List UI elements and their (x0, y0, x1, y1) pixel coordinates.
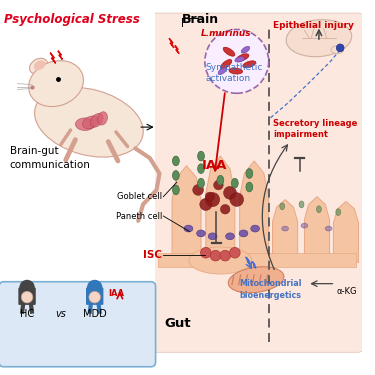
Ellipse shape (198, 164, 204, 174)
Text: Gut: Gut (164, 317, 191, 330)
Ellipse shape (198, 178, 204, 188)
Ellipse shape (280, 203, 285, 210)
FancyBboxPatch shape (0, 282, 156, 367)
Text: HC: HC (20, 309, 34, 320)
Circle shape (230, 248, 240, 258)
Circle shape (205, 192, 214, 201)
Ellipse shape (229, 68, 243, 74)
FancyBboxPatch shape (18, 288, 36, 305)
Ellipse shape (331, 46, 344, 54)
FancyBboxPatch shape (86, 288, 104, 305)
Circle shape (205, 30, 268, 93)
Polygon shape (246, 258, 250, 264)
Ellipse shape (34, 60, 45, 70)
Ellipse shape (336, 209, 340, 216)
Bar (158, 253, 356, 267)
Ellipse shape (196, 230, 206, 237)
Ellipse shape (325, 226, 332, 231)
Text: Brain: Brain (182, 13, 219, 26)
Ellipse shape (228, 267, 284, 293)
Ellipse shape (34, 87, 143, 157)
Text: Psychological Stress: Psychological Stress (4, 13, 140, 26)
Ellipse shape (243, 61, 256, 68)
Circle shape (89, 291, 101, 303)
Ellipse shape (218, 68, 226, 75)
Text: IAA: IAA (108, 289, 124, 298)
Ellipse shape (299, 201, 304, 208)
Ellipse shape (98, 112, 107, 125)
Ellipse shape (172, 156, 179, 166)
Polygon shape (273, 200, 298, 262)
Polygon shape (58, 51, 62, 60)
Ellipse shape (239, 230, 248, 237)
Polygon shape (206, 156, 235, 262)
Text: Paneth cell: Paneth cell (116, 211, 162, 220)
Ellipse shape (82, 116, 99, 129)
Text: Sympathetic
activation: Sympathetic activation (206, 63, 263, 83)
Ellipse shape (75, 118, 95, 130)
Polygon shape (50, 53, 55, 63)
Circle shape (201, 248, 211, 258)
Circle shape (220, 204, 230, 214)
Ellipse shape (28, 61, 84, 106)
Ellipse shape (172, 171, 179, 180)
Ellipse shape (301, 223, 308, 228)
Circle shape (224, 186, 237, 199)
Circle shape (200, 198, 212, 210)
Ellipse shape (172, 185, 179, 195)
Text: α-KG: α-KG (336, 287, 357, 296)
Polygon shape (333, 201, 358, 262)
Ellipse shape (286, 20, 352, 57)
Ellipse shape (236, 54, 249, 61)
Circle shape (336, 44, 344, 52)
Ellipse shape (184, 225, 193, 232)
Ellipse shape (217, 176, 224, 185)
Text: L.murinus: L.murinus (201, 29, 252, 38)
Ellipse shape (198, 151, 204, 161)
Text: ISC: ISC (143, 250, 162, 259)
Ellipse shape (282, 226, 288, 231)
Polygon shape (304, 196, 330, 262)
Ellipse shape (231, 178, 238, 188)
Text: IAA: IAA (202, 159, 227, 172)
Ellipse shape (223, 47, 235, 56)
Ellipse shape (208, 233, 217, 240)
Text: vs: vs (56, 309, 66, 320)
FancyBboxPatch shape (142, 13, 365, 352)
Polygon shape (175, 45, 179, 54)
Circle shape (193, 184, 204, 195)
Bar (0, 6, 154, 369)
Text: Epithelial injury: Epithelial injury (273, 21, 354, 30)
Circle shape (87, 280, 102, 295)
Text: MDD: MDD (83, 309, 106, 320)
Polygon shape (169, 38, 174, 48)
Circle shape (210, 251, 221, 261)
Text: Brain-gut
communication: Brain-gut communication (10, 146, 90, 170)
Text: Goblet cell: Goblet cell (117, 192, 162, 201)
Polygon shape (252, 261, 256, 268)
Ellipse shape (90, 114, 103, 127)
Circle shape (20, 280, 35, 295)
Ellipse shape (226, 233, 234, 240)
Circle shape (214, 180, 223, 190)
Circle shape (206, 192, 220, 207)
Ellipse shape (316, 206, 321, 213)
Circle shape (220, 251, 231, 261)
Polygon shape (172, 166, 201, 262)
Text: Mitochondrial
bioenergetics: Mitochondrial bioenergetics (240, 279, 302, 300)
Circle shape (230, 193, 244, 207)
Polygon shape (240, 161, 268, 262)
Text: Secretory lineage
impairment: Secretory lineage impairment (273, 118, 358, 140)
Ellipse shape (241, 46, 250, 53)
Ellipse shape (251, 225, 260, 232)
Ellipse shape (246, 182, 253, 192)
Circle shape (21, 291, 33, 303)
Ellipse shape (220, 60, 232, 69)
Ellipse shape (189, 247, 252, 274)
Ellipse shape (30, 58, 48, 74)
Ellipse shape (235, 57, 244, 62)
Ellipse shape (246, 169, 253, 178)
